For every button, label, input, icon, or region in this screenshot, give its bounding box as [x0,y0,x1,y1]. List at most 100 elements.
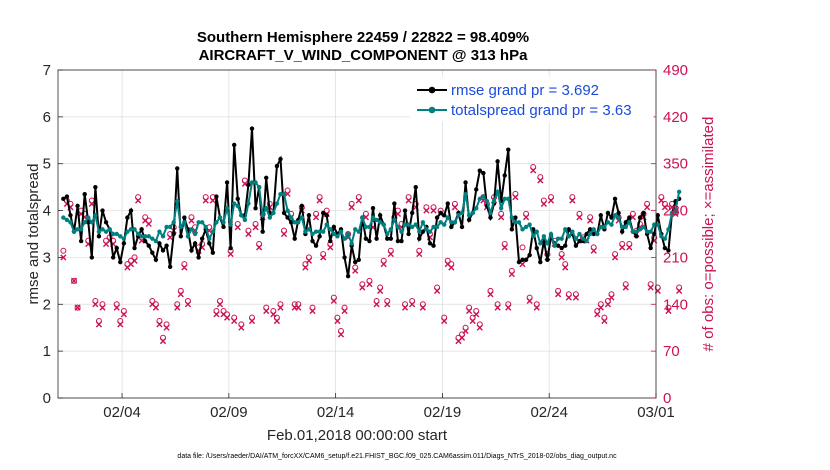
obs-assimilated-point [526,297,533,305]
totalspread-point [292,220,297,225]
totalspread-point [385,231,390,237]
totalspread-point [299,215,305,220]
totalspread-point [118,234,123,239]
totalspread-point [605,220,611,225]
rmse-point [114,245,119,251]
y2-axis-label: # of obs: o=possible; ×=assimilated [700,117,717,352]
obs-assimilated-point [597,304,604,311]
y2-tick-label: 140 [663,296,688,313]
obs-assimilated-point [537,177,544,184]
rmse-point [481,170,486,176]
obs-assimilated-point [629,214,636,221]
rmse-point [78,238,84,244]
totalspread-point [189,227,194,232]
totalspread-point [320,229,326,234]
rmse-point [623,220,628,225]
obs-assimilated-point [384,301,391,308]
obs-assimilated-point [590,247,597,254]
totalspread-point [61,215,66,220]
obs-assimilated-point [234,224,241,231]
totalspread-point [655,222,660,227]
obs-assimilated-point [355,197,362,204]
y2-tick-label: 210 [663,249,688,266]
obs-assimilated-point [540,200,547,207]
obs-assimilated-point [184,301,192,308]
totalspread-point [616,215,621,220]
obs-assimilated-point [658,197,665,204]
totalspread-point [477,196,483,202]
totalspread-point [221,220,226,225]
x-tick-label: 02/19 [424,404,462,421]
totalspread-point [150,236,155,241]
totalspread-point [185,234,191,239]
rmse-point [260,229,265,234]
obs-assimilated-point [145,220,152,228]
rmse-point [157,241,162,246]
rmse-point [207,241,212,246]
x-axis-ticks: 02/04 02/09 02/14 02/19 02/24 03/01 [103,393,675,421]
totalspread-point [502,196,507,202]
obs-assimilated-point [113,304,120,311]
x-axis-label: Feb.01,2018 00:00:00 start [267,427,448,444]
obs-assimilated-point [547,197,555,204]
series-lines [61,126,682,279]
totalspread-point [246,201,251,206]
rmse-point [619,229,625,234]
obs-assimilated-point [430,207,437,214]
y2-tick-label: 280 [663,203,688,220]
totalspread-point [523,224,529,230]
totalspread-point [274,201,280,206]
totalspread-point [253,180,258,185]
totalspread-point [196,220,201,225]
totalspread-point [509,215,515,220]
obs-assimilated-point [619,244,626,251]
obs-assimilated-point [473,311,480,318]
totalspread-point [178,224,184,230]
totalspread-point [409,224,415,230]
totalspread-point [506,196,511,202]
rmse-point [121,241,127,246]
rmse-point [324,213,329,218]
rmse-point [459,224,465,230]
totalspread-point [93,213,98,218]
rmse-point [171,231,176,237]
obs-assimilated-point [277,304,284,311]
obs-assimilated-point [576,214,583,221]
obs-assimilated-point [352,267,359,274]
rmse-point [139,227,144,232]
rmse-point [132,245,137,251]
rmse-point [477,168,483,173]
obs-assimilated-point [562,264,569,271]
y-tick-label: 1 [43,343,51,360]
totalspread-point [612,213,618,218]
totalspread-point [260,213,265,218]
totalspread-point [534,229,539,234]
obs-assimilated-point [213,311,220,318]
totalspread-point [442,222,447,227]
totalspread-point [157,229,162,234]
totalspread-point [100,227,105,232]
obs-assimilated-point [441,317,448,325]
rmse-point [64,194,70,199]
totalspread-point [673,208,678,213]
rmse-point [235,196,240,202]
obs-assimilated-point [248,317,256,325]
rmse-point [82,191,87,197]
obs-assimilated-point [181,264,188,271]
y-tick-label: 7 [43,62,51,79]
totalspread-point [445,215,450,220]
obs-assimilated-point [611,254,619,261]
obs-assimilated-point [469,317,476,325]
totalspread-point [406,222,411,227]
y2-tick-label: 420 [663,109,688,126]
totalspread-point [598,224,604,230]
totalspread-point [591,227,596,232]
obs-assimilated-point [95,321,103,328]
totalspread-point [317,229,322,234]
obs-assimilated-point [466,307,473,315]
obs-assimilated-point [60,254,67,261]
obs-assimilated-point [359,284,366,291]
rmse-point [146,243,151,248]
y2-tick-label: 490 [663,62,688,79]
obs-assimilated-point [167,234,174,241]
